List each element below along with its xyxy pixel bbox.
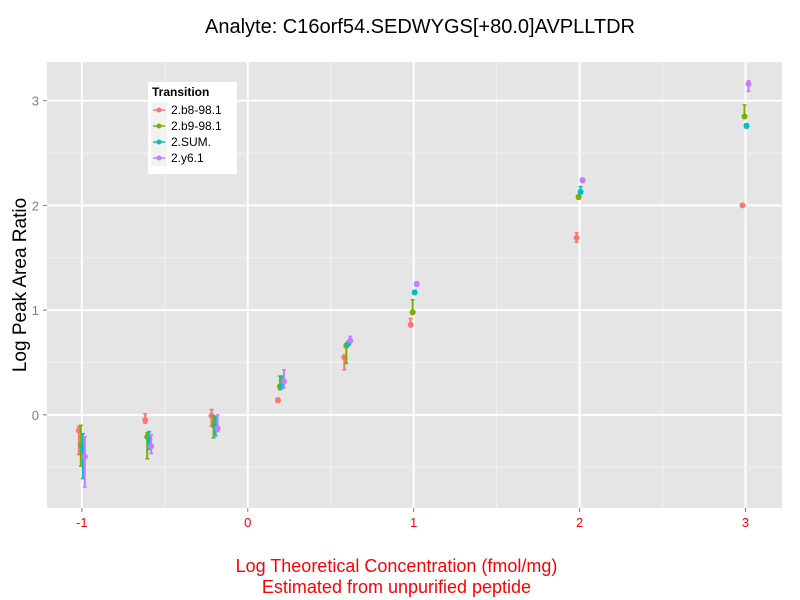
data-point [214, 425, 221, 432]
data-point [577, 188, 584, 195]
y-tick-label: 3 [32, 94, 39, 109]
data-point [575, 194, 582, 201]
data-point [413, 280, 420, 287]
legend-title: Transition [152, 85, 209, 99]
x-tick-label: 1 [410, 515, 417, 530]
legend-label: 2.b8-98.1 [171, 103, 222, 117]
legend-key-point [156, 155, 162, 161]
y-tick-label: 2 [32, 198, 39, 213]
legend-key-point [156, 123, 162, 129]
x-axis-label-line1: Log Theoretical Concentration (fmol/mg) [235, 556, 558, 576]
legend-label: 2.y6.1 [171, 151, 204, 165]
legend-label: 2.b9-98.1 [171, 119, 222, 133]
data-point [347, 337, 354, 344]
data-point [81, 453, 88, 460]
data-point [274, 397, 281, 404]
x-axis-label: Log Theoretical Concentration (fmol/mg) … [0, 556, 793, 598]
y-tick-label: 0 [32, 408, 39, 423]
data-point [579, 177, 586, 184]
x-axis-label-line2: Estimated from unpurified peptide [261, 577, 532, 597]
y-axis-label: Log Peak Area Ratio [10, 198, 31, 372]
x-tick-label: 3 [742, 515, 749, 530]
x-tick-label: -1 [76, 515, 88, 530]
data-point [148, 443, 155, 450]
data-point [142, 417, 149, 424]
data-point [280, 378, 287, 385]
data-point [411, 289, 418, 296]
data-point [741, 113, 748, 120]
x-tick-label: 0 [244, 515, 251, 530]
data-point [573, 234, 580, 241]
x-tick-label: 2 [576, 515, 583, 530]
data-point [743, 122, 750, 129]
legend-label: 2.SUM. [171, 135, 211, 149]
legend-key-point [156, 107, 162, 113]
y-tick-label: 1 [32, 303, 39, 318]
data-point [409, 309, 416, 316]
data-point [407, 321, 414, 328]
legend-key-point [156, 139, 162, 145]
data-point [745, 80, 752, 87]
chart-title: Analyte: C16orf54.SEDWYGS[+80.0]AVPLLTDR [204, 16, 635, 38]
data-point [739, 202, 746, 209]
